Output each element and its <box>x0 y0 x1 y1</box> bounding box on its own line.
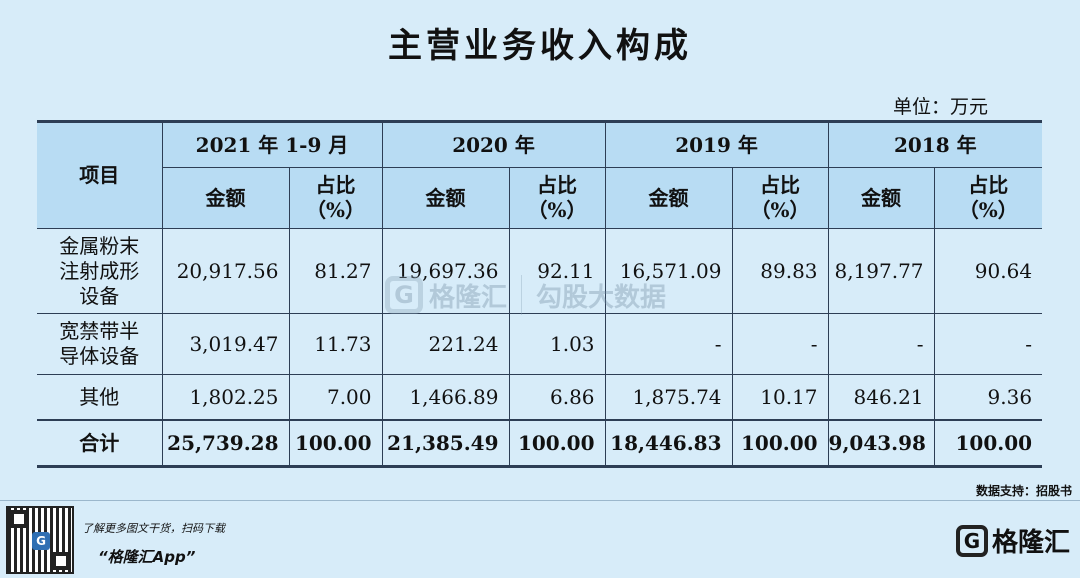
amount-cell: 9,043.98 <box>828 419 935 468</box>
watermark-divider <box>521 275 523 315</box>
promo-app-name: “格隆汇App” <box>98 548 196 566</box>
ratio-cell: 100.00 <box>289 419 383 468</box>
ratio-header: 占比 （%） <box>934 167 1043 229</box>
row-label-line: 注射成形 <box>59 258 140 283</box>
amount-header: 金额 <box>828 167 935 229</box>
ratio-cell: - <box>934 313 1043 375</box>
ratio-cell: 1.03 <box>509 313 606 375</box>
amount-cell: - <box>828 313 935 375</box>
page-title: 主营业务收入构成 <box>388 26 692 66</box>
amount-header: 金额 <box>605 167 733 229</box>
amount-cell: 16,571.09 <box>605 228 733 314</box>
item-header: 项目 <box>37 120 163 229</box>
ratio-cell: 90.64 <box>934 228 1043 314</box>
ratio-cell: 92.11 <box>509 228 606 314</box>
table-row: 宽禁带半 导体设备 3,019.47 11.73 221.24 1.03- - - - <box>37 313 1043 375</box>
total-row: 合计 25,739.28 100.00 21,385.49 100.00 18,446.8… <box>37 419 1043 468</box>
table-row: 金属粉末 注射成形 设备 20,917.56 81.27 19,697.36 92.11 16… <box>37 228 1043 314</box>
ratio-header: 占比 （%） <box>289 167 383 229</box>
footer-divider <box>0 500 1080 501</box>
ratio-header: 占比 （%） <box>732 167 829 229</box>
row-label-line: 宽禁带半 <box>59 319 140 343</box>
qr-code-icon[interactable]: G <box>6 506 74 574</box>
brand-logo-icon: G <box>955 524 988 557</box>
amount-cell: 25,739.28 <box>162 419 290 468</box>
amount-cell: 1,802.25 <box>162 374 290 421</box>
brand-name: 格隆汇 <box>991 528 1070 558</box>
amount-cell: - <box>605 313 733 375</box>
ratio-cell: 10.17 <box>732 374 829 421</box>
year-header: 2020 年 <box>382 120 606 168</box>
row-label: 合计 <box>37 419 163 468</box>
ratio-cell: 100.00 <box>732 419 829 468</box>
amount-cell: 3,019.47 <box>162 313 290 375</box>
revenue-table: 项目 2021 年 1-9 月 2020 年 2019 年 2018 年 金额 … <box>37 120 1043 468</box>
data-source: 数据支持：招股书 <box>975 484 1072 498</box>
amount-cell: 21,385.49 <box>382 419 510 468</box>
ratio-header: 占比 （%） <box>509 167 606 229</box>
amount-cell: 1,466.89 <box>382 374 510 421</box>
amount-cell: 846.21 <box>828 374 935 421</box>
ratio-cell: 81.27 <box>289 228 383 314</box>
row-label-line: 设备 <box>79 283 120 308</box>
qr-logo-icon: G <box>32 532 50 550</box>
row-label-line: 其他 <box>79 384 120 409</box>
watermark-brand: 格隆汇 <box>429 282 508 313</box>
amount-cell: 19,697.36 <box>382 228 510 314</box>
brand-logo: G 格隆汇 <box>955 522 1070 559</box>
row-label: 宽禁带半 导体设备 <box>37 313 163 375</box>
promo-text: 了解更多图文干货，扫码下载 <box>82 522 225 535</box>
ratio-cell: 89.83 <box>732 228 829 314</box>
watermark-partner: 勾股大数据 <box>536 282 667 313</box>
year-header: 2021 年 1-9 月 <box>162 120 383 168</box>
ratio-cell: 11.73 <box>289 313 383 375</box>
row-label: 金属粉末 注射成形 设备 <box>37 228 163 314</box>
year-header: 2018 年 <box>828 120 1043 168</box>
amount-header: 金额 <box>382 167 510 229</box>
watermark-logo-icon: G <box>385 276 423 314</box>
row-label-line: 金属粉末 <box>59 233 140 258</box>
row-label-line: 合计 <box>79 430 120 455</box>
amount-header: 金额 <box>162 167 290 229</box>
ratio-cell: 6.86 <box>509 374 606 421</box>
row-label: 其他 <box>37 374 163 421</box>
ratio-cell: 100.00 <box>934 419 1043 468</box>
ratio-cell: 100.00 <box>509 419 606 468</box>
ratio-cell: 9.36 <box>934 374 1043 421</box>
year-header: 2019 年 <box>605 120 829 168</box>
amount-cell: 18,446.83 <box>605 419 733 468</box>
amount-cell: 8,197.77 <box>828 228 935 314</box>
ratio-cell: - <box>732 313 829 375</box>
ratio-cell: 7.00 <box>289 374 383 421</box>
amount-cell: 1,875.74 <box>605 374 733 421</box>
amount-cell: 221.24 <box>382 313 510 375</box>
table-row: 其他 1,802.25 7.00 1,466.89 6.86 1,875.74 10.17 8… <box>37 374 1043 421</box>
row-label-line: 导体设备 <box>59 344 140 368</box>
unit-label: 单位：万元 <box>892 96 988 118</box>
watermark: G 格隆汇 勾股大数据 <box>385 275 666 315</box>
amount-cell: 20,917.56 <box>162 228 290 314</box>
